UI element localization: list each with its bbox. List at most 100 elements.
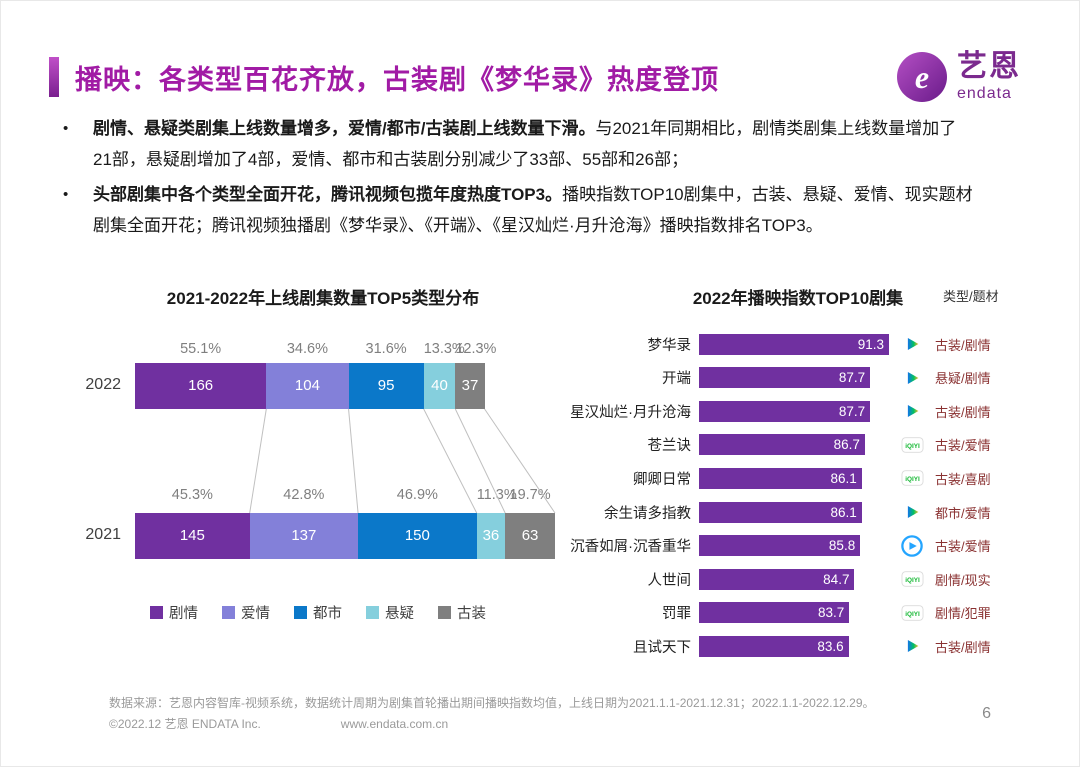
svg-text:iQIYI: iQIYI bbox=[905, 577, 920, 584]
rank-row: 罚罪 83.7 iQIYI 剧情/犯罪 bbox=[553, 599, 1063, 627]
index-value: 85.8 bbox=[828, 538, 856, 554]
platform-icon-iqiyi: iQIYI bbox=[895, 467, 929, 489]
category-label-2022: 2022 bbox=[85, 376, 121, 393]
platform-icon-tencent bbox=[895, 333, 929, 355]
pct-label: 11.3% bbox=[476, 487, 517, 503]
rank-row: 卿卿日常 86.1 iQIYI 古装/喜剧 bbox=[553, 464, 1063, 492]
bullet-text: 头部剧集中各个类型全面开花，腾讯视频包揽年度热度TOP3。播映指数TOP10剧集… bbox=[93, 179, 975, 241]
legend-swatch bbox=[438, 606, 451, 619]
rank-row: 且试天下 83.6 古装/剧情 bbox=[553, 632, 1063, 660]
svg-text:iQIYI: iQIYI bbox=[905, 443, 920, 450]
legend-item-都市: 都市 bbox=[294, 602, 342, 623]
youku-icon bbox=[901, 534, 923, 557]
index-value: 86.1 bbox=[830, 470, 857, 486]
index-bar: 91.3 bbox=[699, 333, 889, 355]
index-bar: 87.7 bbox=[699, 367, 871, 389]
bullet-item: • 头部剧集中各个类型全面开花，腾讯视频包揽年度热度TOP3。播映指数TOP10… bbox=[63, 179, 975, 241]
index-bar: 86.7 bbox=[699, 434, 865, 456]
pct-label: 13.3% bbox=[423, 341, 465, 357]
stacked-bar-canvas: 2022 55.1% 166 34.6% 104 31.6% 95 13.3% 40 12.3% 3… bbox=[73, 312, 593, 572]
index-bar-track: 86.7 bbox=[699, 434, 895, 456]
chart-legend: 剧情 爱情 都市 悬疑 古装 bbox=[73, 602, 563, 623]
genre-label: 古装/剧情 bbox=[935, 337, 991, 353]
tencent-video-icon bbox=[901, 333, 923, 355]
rank-row: 人世间 84.7 iQIYI 剧情/现实 bbox=[553, 565, 1063, 593]
index-bar: 86.1 bbox=[699, 501, 862, 523]
series-name: 苍兰诀 bbox=[647, 438, 692, 455]
logo-wordmark: 艺恩 endata bbox=[957, 52, 1021, 102]
index-bar-track: 87.7 bbox=[699, 367, 895, 389]
platform-icon-tencent bbox=[895, 367, 929, 389]
index-value: 87.7 bbox=[838, 370, 866, 386]
pct-label: 34.6% bbox=[286, 341, 328, 357]
index-value: 87.7 bbox=[838, 403, 866, 419]
ranking-rows: 梦华录 91.3 古装/剧情 开端 87.7 悬疑/剧情 星汉灿烂·月升沧海 87.7 古装/剧… bbox=[553, 284, 1063, 684]
category-label-2021: 2021 bbox=[85, 526, 121, 543]
bar-segment-剧情: 166 bbox=[135, 363, 267, 409]
series-name: 梦华录 bbox=[647, 337, 692, 354]
copyright-text: ©2022.12 艺恩 ENDATA Inc. bbox=[109, 717, 261, 731]
bullet-rest-text: 播映指数TOP10剧集中，古装、悬疑、爱情、现实题材剧集全面开花；腾讯视频独播剧… bbox=[93, 185, 973, 235]
index-bar: 84.7 bbox=[699, 568, 855, 590]
index-value: 83.7 bbox=[817, 605, 845, 621]
genre-label: 古装/爱情 bbox=[935, 539, 991, 555]
tencent-video-icon bbox=[901, 367, 923, 389]
top10-ranking-chart: 2022年播映指数TOP10剧集 类型/题材 梦华录 91.3 古装/剧情 开端 87.… bbox=[553, 284, 1063, 684]
pct-label: 55.1% bbox=[180, 341, 222, 357]
logo-brand-cn: 艺恩 bbox=[957, 50, 1021, 83]
pct-label: 46.9% bbox=[396, 487, 438, 503]
platform-icon-tencent bbox=[895, 400, 929, 422]
genre-label: 悬疑/剧情 bbox=[935, 371, 991, 387]
rank-row: 苍兰诀 86.7 iQIYI 古装/爱情 bbox=[553, 431, 1063, 459]
rank-row: 沉香如屑·沉香重华 85.8 古装/爱情 bbox=[553, 532, 1063, 560]
series-name: 余生请多指教 bbox=[604, 505, 691, 522]
index-bar-track: 83.7 bbox=[699, 602, 895, 624]
genre-label: 古装/爱情 bbox=[935, 438, 991, 454]
series-name: 且试天下 bbox=[633, 639, 691, 656]
genre-label: 古装/剧情 bbox=[935, 639, 991, 655]
series-name: 星汉灿烂·月升沧海 bbox=[570, 404, 691, 421]
genre-column-header: 类型/题材 bbox=[943, 289, 999, 304]
bar-segment-悬疑: 36 bbox=[476, 513, 506, 559]
series-name: 卿卿日常 bbox=[633, 471, 691, 488]
svg-text:iQIYI: iQIYI bbox=[905, 611, 920, 618]
legend-label: 古装 bbox=[457, 606, 486, 622]
index-bar-track: 83.6 bbox=[699, 635, 895, 657]
right-chart-title: 2022年播映指数TOP10剧集 bbox=[692, 289, 904, 308]
legend-swatch bbox=[294, 606, 307, 619]
platform-icon-iqiyi: iQIYI bbox=[895, 602, 929, 624]
index-bar-track: 86.1 bbox=[699, 467, 895, 489]
legend-item-剧情: 剧情 bbox=[150, 602, 198, 623]
bullet-marker: • bbox=[63, 120, 69, 137]
rank-row: 开端 87.7 悬疑/剧情 bbox=[553, 364, 1063, 392]
platform-icon-tencent bbox=[895, 635, 929, 657]
bullet-bold-text: 剧情、悬疑类剧集上线数量增多，爱情/都市/古装剧上线数量下滑。 bbox=[93, 119, 596, 138]
legend-label: 爱情 bbox=[241, 606, 270, 622]
index-bar-track: 87.7 bbox=[699, 400, 895, 422]
index-value: 86.1 bbox=[830, 504, 857, 520]
title-accent-bar bbox=[49, 57, 59, 97]
index-bar-track: 85.8 bbox=[699, 535, 895, 557]
platform-icon-tencent bbox=[895, 501, 929, 523]
footer-line2: ©2022.12 艺恩 ENDATA Inc. www.endata.com.c… bbox=[109, 714, 875, 735]
legend-item-悬疑: 悬疑 bbox=[366, 602, 414, 623]
svg-text:iQIYI: iQIYI bbox=[905, 477, 920, 484]
legend-swatch bbox=[150, 606, 163, 619]
rank-row: 梦华录 91.3 古装/剧情 bbox=[553, 330, 1063, 358]
legend-label: 都市 bbox=[313, 606, 342, 622]
bullet-text: 剧情、悬疑类剧集上线数量增多，爱情/都市/古装剧上线数量下滑。与2021年同期相… bbox=[93, 113, 975, 175]
bar-segment-都市: 95 bbox=[348, 363, 424, 409]
legend-label: 悬疑 bbox=[385, 606, 414, 622]
genre-label: 都市/爱情 bbox=[935, 505, 991, 521]
bullet-rest-text: 与2021年同期相比，剧情类剧集上线数量增加了21部，悬疑剧增加了4部，爱情、都… bbox=[93, 119, 957, 169]
series-name: 人世间 bbox=[647, 572, 692, 589]
platform-icon-iqiyi: iQIYI bbox=[895, 434, 929, 456]
pct-label: 19.7% bbox=[509, 487, 551, 503]
tencent-video-icon bbox=[901, 501, 923, 523]
tencent-video-icon bbox=[901, 635, 923, 657]
index-bar-track: 86.1 bbox=[699, 501, 895, 523]
bullet-item: • 剧情、悬疑类剧集上线数量增多，爱情/都市/古装剧上线数量下滑。与2021年同… bbox=[63, 113, 975, 175]
page-number: 6 bbox=[982, 705, 991, 722]
index-bar: 87.7 bbox=[699, 400, 871, 422]
slide-header: 播映：各类型百花齐放，古装剧《梦华录》热度登顶 bbox=[49, 57, 719, 97]
